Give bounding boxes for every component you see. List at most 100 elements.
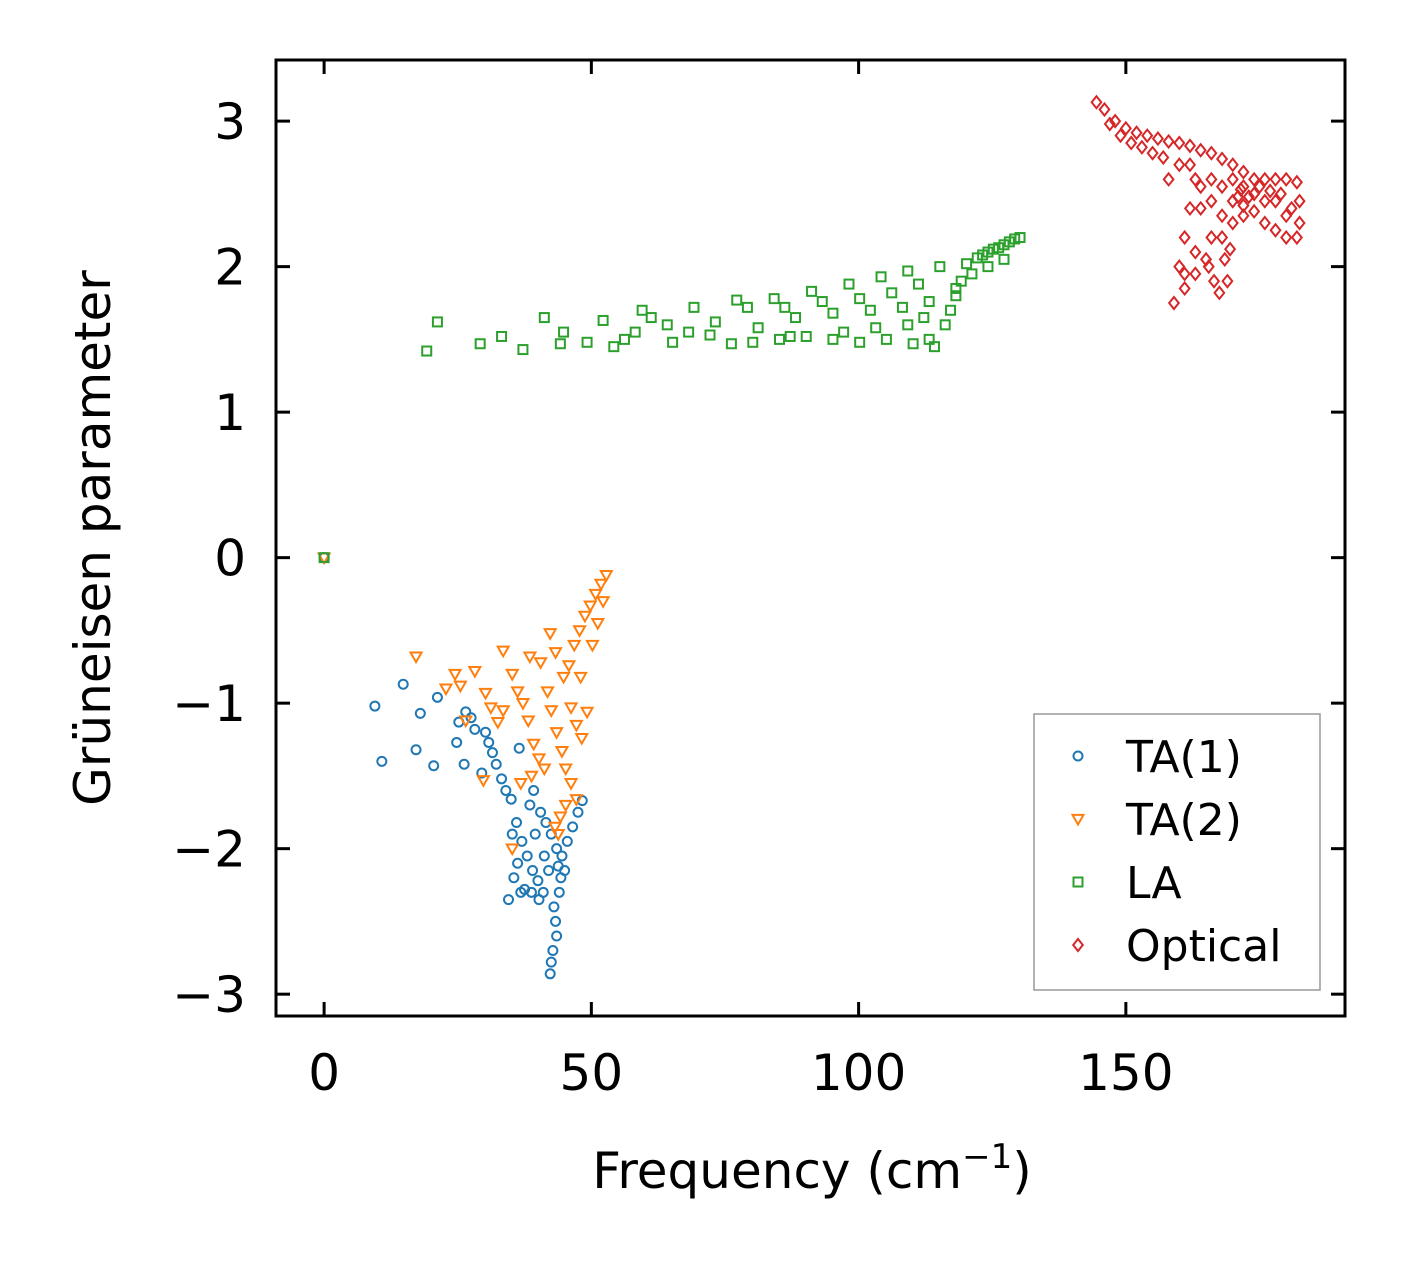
point-ta2	[476, 775, 491, 788]
point-optical	[1215, 151, 1229, 167]
point-optical	[1237, 208, 1250, 224]
point-la	[636, 304, 648, 316]
point-optical	[1167, 295, 1181, 311]
x-tick-label: 150	[1078, 1044, 1173, 1102]
point-ta2	[593, 578, 609, 592]
point-la	[854, 336, 866, 348]
point-ta2	[563, 778, 579, 791]
point-ta1	[483, 736, 495, 748]
point-la	[431, 316, 443, 328]
point-optical	[1280, 171, 1293, 187]
point-ta1	[458, 758, 470, 770]
point-ta1	[469, 723, 481, 735]
point-ta2	[561, 660, 577, 673]
point-ta2	[531, 753, 547, 766]
point-optical	[1183, 200, 1197, 217]
point-optical	[1178, 280, 1191, 297]
point-ta2	[590, 617, 605, 631]
point-optical	[1135, 139, 1148, 155]
point-la	[843, 278, 855, 290]
point-ta2	[577, 610, 593, 624]
point-ta2	[483, 702, 499, 716]
point-optical	[1237, 178, 1250, 195]
point-optical	[1090, 94, 1103, 110]
point-optical	[1213, 285, 1226, 301]
legend-label-ta2: TA(2)	[1125, 795, 1242, 846]
point-optical	[1205, 229, 1218, 246]
point-ta1	[548, 901, 560, 913]
point-la	[902, 265, 914, 277]
point-la	[998, 253, 1010, 265]
point-optical	[1173, 135, 1186, 151]
point-optical	[1226, 215, 1239, 231]
point-ta2	[467, 666, 483, 679]
point-la	[966, 268, 978, 280]
point-ta1	[431, 691, 443, 703]
point-optical	[1218, 251, 1231, 267]
legend: TA(1) TA(2) LA Optical	[1033, 713, 1321, 991]
point-ta1	[397, 678, 409, 690]
point-ta2	[505, 668, 520, 682]
point-ta2	[495, 705, 511, 718]
point-optical	[1194, 142, 1207, 158]
point-ta1	[545, 956, 557, 968]
point-ta2	[553, 811, 568, 825]
x-axis-ticks: 0 50 100 150	[308, 60, 1174, 1102]
point-ta2	[537, 763, 552, 777]
point-la	[982, 261, 994, 273]
point-ta1	[551, 930, 563, 942]
y-tick-label: −2	[172, 821, 246, 879]
x-tick-label: 100	[811, 1044, 906, 1102]
legend-marker-ta1	[1072, 750, 1084, 762]
point-optical	[1125, 135, 1138, 151]
point-ta1	[529, 828, 541, 840]
point-la	[886, 287, 898, 299]
point-ta1	[528, 784, 540, 796]
point-ta2	[583, 600, 598, 614]
point-optical	[1248, 186, 1261, 202]
point-ta2	[550, 828, 566, 842]
point-la	[741, 301, 753, 313]
point-optical	[1290, 174, 1303, 190]
point-optical	[1242, 189, 1255, 205]
point-ta1	[553, 886, 565, 898]
point-la	[747, 336, 759, 348]
legend-label-la: LA	[1126, 858, 1182, 909]
point-optical	[1178, 229, 1191, 246]
point-la	[645, 312, 657, 324]
legend-marker-la	[1072, 876, 1084, 888]
point-optical	[1205, 145, 1218, 161]
point-la	[875, 271, 887, 283]
point-ta2	[515, 698, 531, 711]
point-ta2	[547, 821, 563, 835]
point-optical	[1183, 138, 1197, 154]
point-ta2	[549, 727, 564, 740]
point-la	[688, 301, 700, 313]
point-la	[800, 330, 812, 342]
point-la	[554, 338, 566, 350]
point-la	[725, 338, 737, 350]
point-ta2	[588, 588, 603, 602]
x-tick-label: 0	[308, 1044, 340, 1102]
point-la	[558, 326, 570, 338]
y-tick-label: −1	[172, 675, 246, 733]
y-tick-label: 1	[214, 384, 246, 442]
point-ta1	[428, 760, 440, 772]
point-ta2	[572, 625, 587, 638]
point-ta1	[512, 857, 524, 869]
point-la	[752, 322, 764, 334]
point-ta1	[551, 843, 563, 855]
point-ta1	[544, 968, 556, 980]
series-ta2	[316, 552, 614, 857]
point-optical	[1130, 125, 1143, 141]
series-optical	[1090, 94, 1306, 311]
point-ta2	[533, 657, 548, 670]
point-optical	[1202, 259, 1215, 275]
point-optical	[1189, 244, 1202, 260]
point-optical	[1293, 193, 1306, 209]
point-la	[773, 333, 785, 345]
point-ta1	[503, 894, 515, 906]
point-optical	[1189, 171, 1202, 187]
point-ta1	[410, 744, 422, 756]
